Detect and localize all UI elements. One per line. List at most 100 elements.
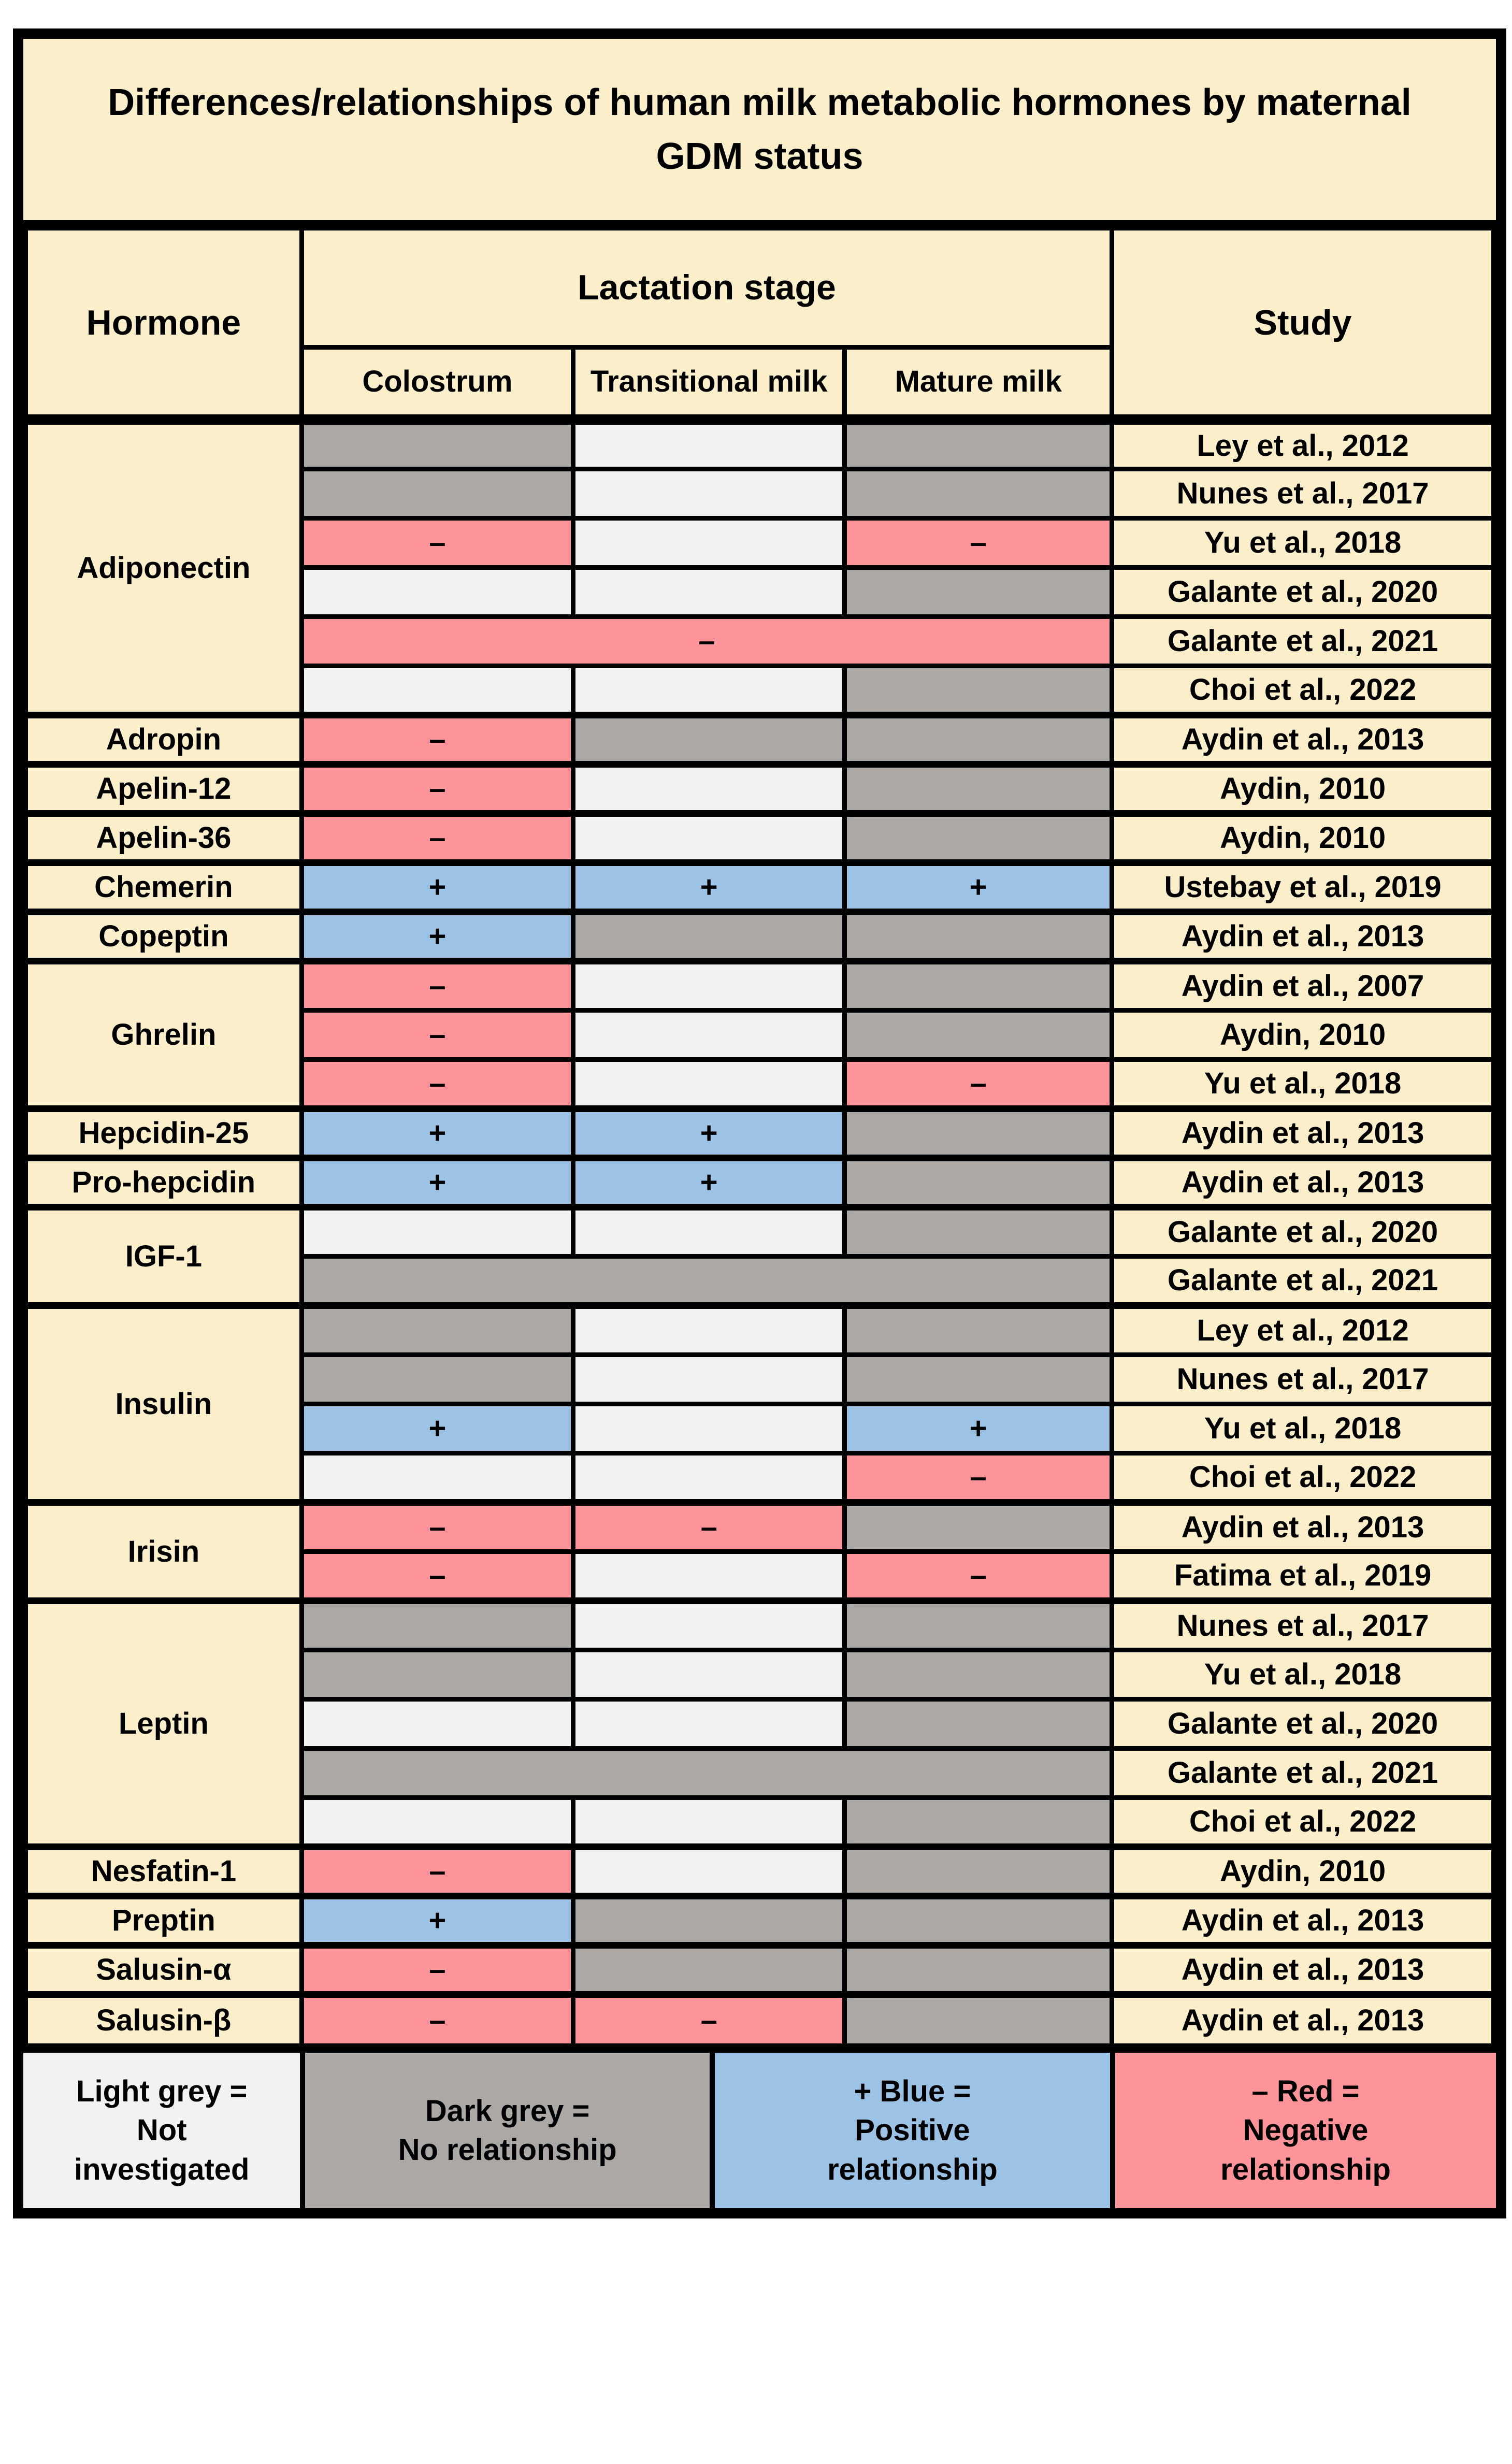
- stage-cell-light: [299, 1203, 576, 1259]
- stage-cell-red: –: [299, 1498, 576, 1554]
- stage-cell-dark: [842, 1352, 1115, 1406]
- stage-cell-red: –: [299, 1549, 576, 1603]
- stage-cell-dark: [571, 711, 847, 767]
- stage-cell-blue: +: [299, 859, 576, 914]
- stage-cell-red: –: [842, 1450, 1115, 1505]
- table-row: – – Yu et al., 2018: [26, 515, 1496, 570]
- table-row: Galante et al., 2021: [26, 1746, 1496, 1800]
- stage-cell-blue: +: [571, 1105, 847, 1160]
- stage-cell-red: –: [299, 1991, 576, 2043]
- stage-cell-dark: [842, 908, 1115, 963]
- stage-cell-red: –: [299, 760, 576, 816]
- table-row: Ghrelin – Aydin et al., 2007: [23, 957, 1496, 1111]
- stage-cell-blue: +: [299, 1892, 576, 1948]
- study-citation: Choi et al., 2022: [1110, 663, 1496, 717]
- legend-no-relationship: Dark grey = No relationship: [300, 2053, 710, 2208]
- stage-cell-dark: [842, 1941, 1115, 1997]
- stage-cell-light: [571, 663, 847, 717]
- table-row: Salusin-β – – Aydin et al., 2013: [23, 1991, 1496, 2043]
- stage-cell-light: [299, 663, 576, 717]
- stage-cell-blue: +: [571, 859, 847, 914]
- stage-cell-dark: [842, 1105, 1115, 1160]
- study-citation: Aydin, 2010: [1110, 760, 1496, 816]
- stage-cell-red: –: [571, 1991, 847, 2043]
- study-citation: Aydin, 2010: [1110, 810, 1496, 865]
- stage-cell-light: [571, 1352, 847, 1406]
- study-citation: Yu et al., 2018: [1110, 1401, 1496, 1456]
- table-row: Copeptin + Aydin et al., 2013: [23, 908, 1496, 963]
- table-row: Nesfatin-1– Aydin, 2010: [23, 1843, 1496, 1898]
- stage-cell-light: [571, 1302, 847, 1357]
- study-citation: Nunes et al., 2017: [1110, 1597, 1496, 1652]
- table-row: Apelin-12– Aydin, 2010: [23, 760, 1496, 816]
- stage-cell-dark: [842, 1597, 1115, 1652]
- study-citation: Aydin et al., 2013: [1110, 908, 1496, 963]
- study-citation: Nunes et al., 2017: [1110, 466, 1496, 521]
- stage-cell-dark: [842, 565, 1115, 619]
- table-header: Hormone Lactation stage Study Colostrum …: [23, 230, 1496, 425]
- study-citation: Yu et al., 2018: [1110, 1647, 1496, 1702]
- hormone-table: Hormone Lactation stage Study Colostrum …: [23, 230, 1496, 2043]
- stage-cell-dark: [842, 810, 1115, 865]
- stage-cell-light: [571, 416, 847, 471]
- table-row: Choi et al., 2022: [26, 663, 1496, 717]
- stage-cell-dark: [299, 416, 576, 471]
- stage-cell-light: [571, 1549, 847, 1603]
- stage-cell-dark: [842, 466, 1115, 521]
- stage-cell-red: –: [842, 1549, 1115, 1603]
- hormone-name: Apelin-12: [23, 760, 304, 816]
- stage-cell-dark: [842, 1203, 1115, 1259]
- stage-cell-light: [571, 515, 847, 570]
- stage-cell-dark: [842, 1007, 1115, 1062]
- table-row: Choi et al., 2022: [26, 1795, 1496, 1849]
- stage-cell-red: –: [299, 614, 1115, 668]
- stage-cell-dark: [842, 1647, 1115, 1702]
- hormone-name: Copeptin: [23, 908, 304, 963]
- stage-cell-red: –: [299, 957, 576, 1013]
- stage-cell-blue: +: [842, 1401, 1115, 1456]
- stage-cell-red: –: [842, 1057, 1115, 1111]
- stage-cell-red: –: [299, 810, 576, 865]
- table-row: Pro-hepcidin + + Aydin et al., 2013: [23, 1154, 1496, 1209]
- table-row: – – Fatima et al., 2019: [26, 1549, 1496, 1603]
- table-row: – Choi et al., 2022: [26, 1450, 1496, 1505]
- stage-cell-light: [571, 1450, 847, 1505]
- hormone-name: Leptin: [23, 1597, 304, 1849]
- stage-cell-blue: +: [299, 1105, 576, 1160]
- legend-not-investigated: Light grey = Not investigated: [23, 2053, 300, 2208]
- table-row: Galante et al., 2020: [26, 1696, 1496, 1751]
- study-citation: Aydin, 2010: [1110, 1007, 1496, 1062]
- column-header-hormone: Hormone: [23, 230, 304, 425]
- stage-cell-light: [571, 760, 847, 816]
- legend-negative-relationship: – Red = Negative relationship: [1110, 2053, 1496, 2208]
- study-citation: Aydin et al., 2013: [1110, 711, 1496, 767]
- column-header-lactation-stage: Lactation stage: [299, 230, 1115, 350]
- figure-frame: Differences/relationships of human milk …: [13, 28, 1506, 2218]
- study-citation: Aydin et al., 2013: [1110, 1991, 1496, 2043]
- header-row-sub: Colostrum Transitional milk Mature milk: [26, 344, 1494, 425]
- table-row: Leptin Nunes et al., 2017: [23, 1597, 1496, 1849]
- stage-cell-dark: [299, 1746, 1115, 1800]
- stage-cell-red: –: [299, 1007, 576, 1062]
- table-row: Nunes et al., 2017: [26, 466, 1496, 521]
- table-row: Hepcidin-25 + + Aydin et al., 2013: [23, 1105, 1496, 1160]
- study-citation: Yu et al., 2018: [1110, 1057, 1496, 1111]
- study-citation: Fatima et al., 2019: [1110, 1549, 1496, 1603]
- study-citation: Ustebay et al., 2019: [1110, 859, 1496, 914]
- stage-cell-red: –: [571, 1498, 847, 1554]
- stage-cell-light: [571, 1597, 847, 1652]
- legend: Light grey = Not investigated Dark grey …: [23, 2043, 1496, 2208]
- header-row-main: Hormone Lactation stage Study: [23, 230, 1496, 425]
- hormone-name: Preptin: [23, 1892, 304, 1948]
- table-row: IGF-1 Galante et al., 2020: [23, 1203, 1496, 1308]
- stage-cell-light: [299, 1696, 576, 1751]
- hormone-name: Ghrelin: [23, 957, 304, 1111]
- hormone-name: Irisin: [23, 1498, 304, 1603]
- stage-cell-blue: +: [571, 1154, 847, 1209]
- stage-cell-light: [571, 1203, 847, 1259]
- stage-cell-red: –: [299, 1843, 576, 1898]
- hormone-name: Nesfatin-1: [23, 1843, 304, 1898]
- stage-cell-dark: [842, 1843, 1115, 1898]
- stage-cell-light: [571, 1647, 847, 1702]
- stage-cell-dark: [299, 466, 576, 521]
